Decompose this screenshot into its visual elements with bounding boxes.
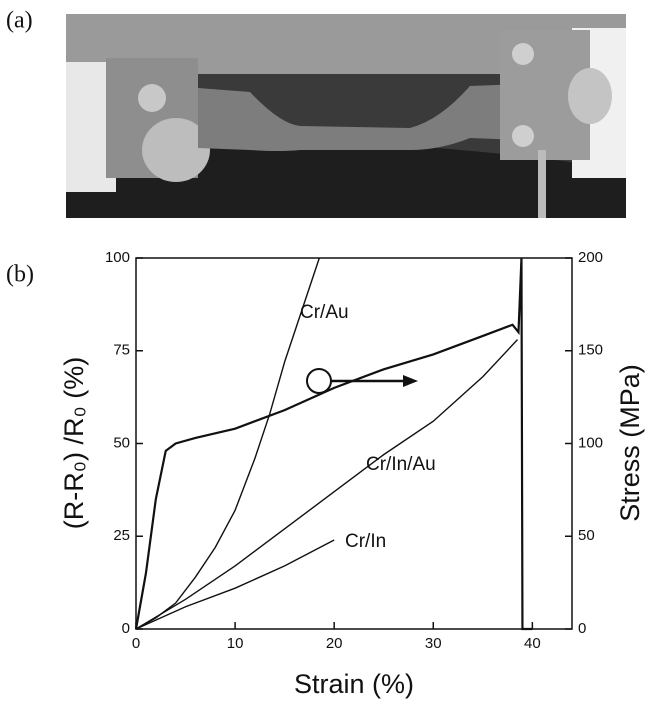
series-label: Cr/Au [300,302,349,323]
x-tick-label: 20 [326,635,343,652]
y-tick-label: 0 [122,620,130,637]
x-axis-title: Strain (%) [294,669,414,699]
y2-tick-label: 150 [578,342,603,359]
x-tick-label: 30 [425,635,442,652]
data-line [135,257,320,630]
panel-label: (a) [6,8,33,34]
y-tick-label: 50 [113,434,130,451]
series-label: Cr/In [345,531,386,552]
annotation-marker [306,368,418,394]
plot-frame [135,257,573,630]
x-tick-label: 40 [524,635,541,652]
data-line [135,539,335,630]
y2-tick-label: 0 [578,620,586,637]
data-line [135,339,519,630]
x-tick-label: 10 [227,635,244,652]
y-tick-label: 75 [113,342,130,359]
data-line [134,257,533,631]
y2-tick-label: 50 [578,527,595,544]
y-tick-label: 100 [105,249,130,266]
y2-tick-label: 200 [578,249,603,266]
panel-label: (b) [6,262,34,288]
y2-axis-title: Stress (MPa) [615,364,645,522]
series-label: Cr/In/Au [366,454,436,475]
x-tick-label: 0 [132,635,140,652]
y2-tick-label: 100 [578,434,603,451]
y-axis-title: (R-R₀) /R₀ (%) [59,357,89,529]
y-tick-label: 25 [113,527,130,544]
photo [66,14,626,218]
